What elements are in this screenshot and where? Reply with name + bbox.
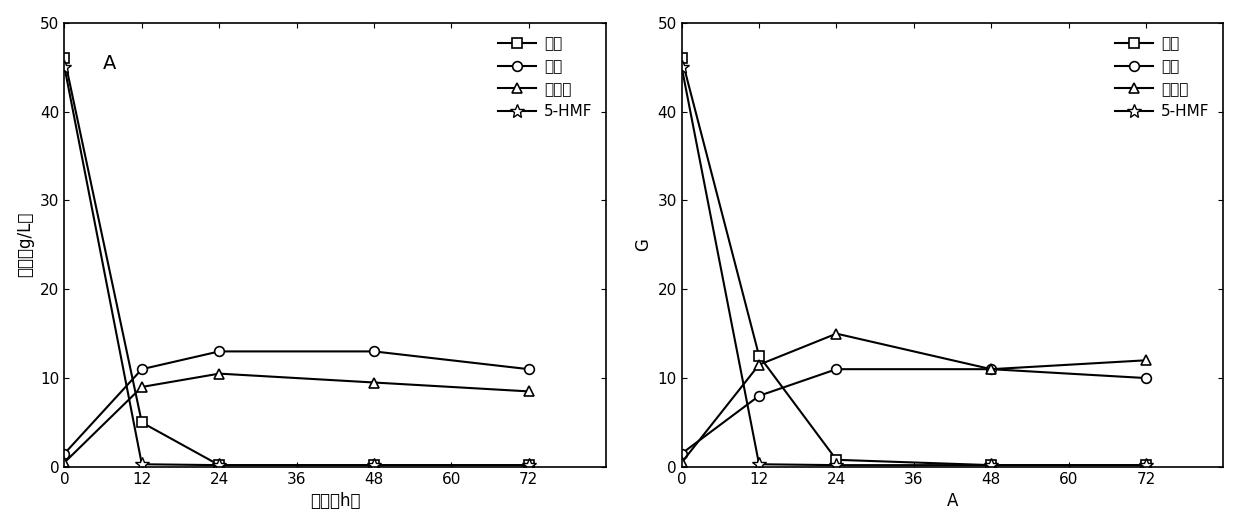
木糖醇: [134, 384, 149, 390]
5-HMF: [212, 462, 227, 469]
Y-axis label: G: G: [634, 238, 652, 251]
木糖: [675, 55, 689, 61]
木糖: [134, 419, 149, 426]
Line: 木糖醇: 木糖醇: [60, 369, 533, 467]
木糖醇: [830, 330, 844, 337]
木糖: [521, 462, 536, 469]
Line: 乙醇: 乙醇: [60, 347, 533, 458]
Line: 5-HMF: 5-HMF: [675, 60, 1153, 472]
乙醇: [830, 366, 844, 373]
木糖: [983, 462, 998, 469]
5-HMF: [1138, 462, 1153, 469]
5-HMF: [367, 462, 382, 469]
Line: 木糖: 木糖: [60, 53, 533, 470]
Legend: 木糖, 乙醇, 木糖醇, 5-HMF: 木糖, 乙醇, 木糖醇, 5-HMF: [492, 31, 599, 125]
Line: 乙醇: 乙醇: [677, 364, 1151, 458]
木糖: [751, 353, 766, 359]
乙醇: [367, 348, 382, 355]
5-HMF: [751, 461, 766, 467]
Line: 木糖: 木糖: [677, 53, 1151, 470]
5-HMF: [521, 462, 536, 469]
乙醇: [134, 366, 149, 373]
乙醇: [1138, 375, 1153, 381]
乙醇: [675, 451, 689, 457]
Y-axis label: 浓度（g/L）: 浓度（g/L）: [16, 212, 35, 278]
木糖醇: [367, 379, 382, 386]
X-axis label: 时间（h）: 时间（h）: [310, 492, 361, 510]
木糖: [57, 55, 72, 61]
木糖: [830, 457, 844, 463]
乙醇: [57, 451, 72, 457]
木糖醇: [983, 366, 998, 373]
木糖: [1138, 462, 1153, 469]
木糖醇: [57, 460, 72, 466]
Line: 5-HMF: 5-HMF: [57, 60, 536, 472]
木糖醇: [751, 362, 766, 368]
乙醇: [983, 366, 998, 373]
木糖醇: [1138, 357, 1153, 364]
Text: A: A: [103, 54, 115, 73]
乙醇: [751, 393, 766, 399]
5-HMF: [675, 64, 689, 70]
5-HMF: [983, 462, 998, 469]
5-HMF: [830, 462, 844, 469]
乙醇: [212, 348, 227, 355]
Line: 木糖醇: 木糖醇: [677, 329, 1151, 467]
木糖: [367, 462, 382, 469]
乙醇: [521, 366, 536, 373]
5-HMF: [134, 461, 149, 467]
Legend: 木糖, 乙醇, 木糖醇, 5-HMF: 木糖, 乙醇, 木糖醇, 5-HMF: [1109, 31, 1215, 125]
木糖: [212, 462, 227, 469]
木糖醇: [212, 370, 227, 377]
木糖醇: [521, 388, 536, 395]
5-HMF: [57, 64, 72, 70]
X-axis label: A: A: [947, 492, 959, 510]
木糖醇: [675, 460, 689, 466]
